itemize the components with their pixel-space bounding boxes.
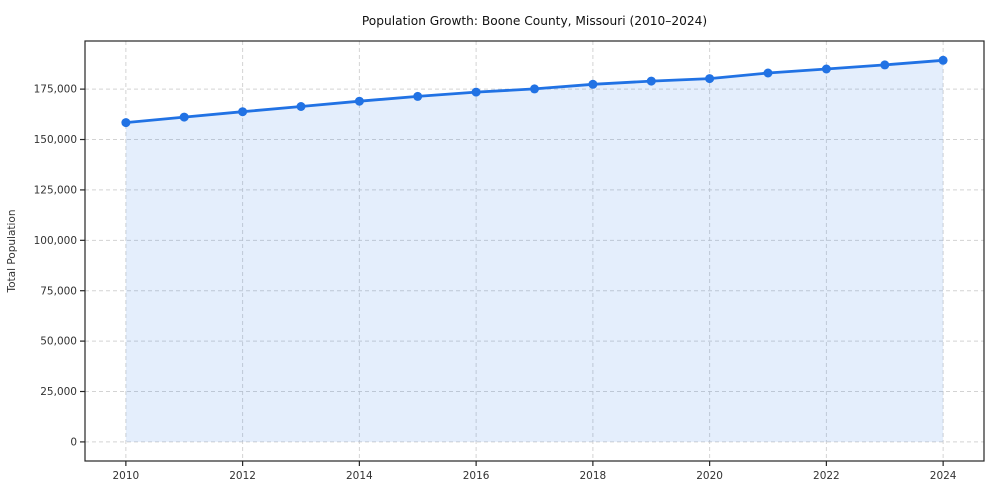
data-point-marker [938,55,948,65]
y-tick-label: 150,000 [34,134,77,146]
y-tick-label: 75,000 [40,285,77,297]
data-point-marker [530,84,539,94]
data-point-marker [238,107,248,117]
x-tick-label: 2016 [463,470,490,482]
data-point-marker [821,64,831,74]
y-tick-label: 100,000 [34,235,77,247]
area-fill [125,60,944,442]
y-tick-label: 125,000 [34,185,77,197]
data-point-marker [763,68,773,78]
y-tick-label: 0 [70,437,77,449]
x-tick-label: 2010 [112,470,139,482]
data-point-marker [471,87,481,97]
y-tick-label: 50,000 [40,336,77,348]
data-point-marker [121,118,131,128]
data-point-marker [413,91,423,101]
y-tick-label: 175,000 [34,84,77,96]
data-point-marker [880,60,890,70]
data-point-marker [354,96,364,106]
data-point-marker [705,74,715,84]
chart-title: Population Growth: Boone County, Missour… [362,14,707,28]
x-tick-label: 2018 [580,470,607,482]
x-tick-label: 2012 [229,470,256,482]
data-point-marker [179,112,189,122]
x-tick-label: 2022 [813,470,840,482]
plot-area: 2010 2012 2014 2016 2018 2020 2022 2024 0 25,000 5… [34,40,985,482]
data-point-marker [296,102,306,111]
x-tick-label: 2020 [696,470,723,482]
axes-frame [84,40,985,462]
data-point-marker [646,76,656,86]
x-tick-label: 2024 [930,470,957,482]
x-tick-label: 2014 [346,470,373,482]
y-axis-title: Total Population [6,209,18,293]
data-point-marker [588,79,598,89]
y-tick-label: 25,000 [40,386,77,398]
